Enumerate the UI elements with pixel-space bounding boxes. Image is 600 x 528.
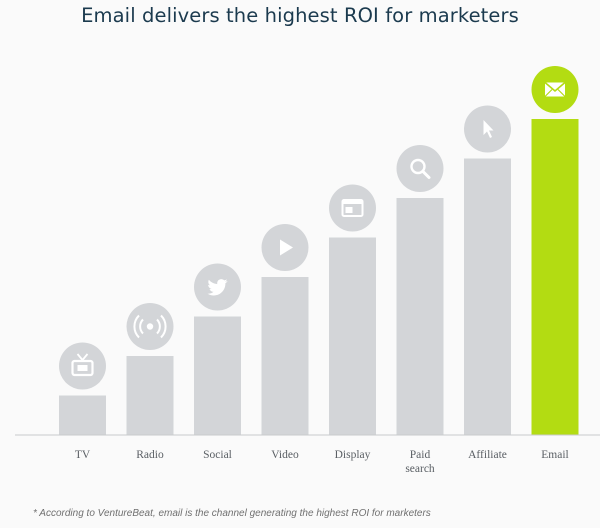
mail-icon: [531, 66, 579, 113]
category-label: Paid search: [405, 449, 435, 475]
bar-radio: [126, 356, 174, 435]
bar-email: [531, 119, 579, 435]
display-icon: [329, 184, 376, 232]
bar-social: [194, 316, 241, 435]
play-icon: [261, 224, 309, 271]
category-label: Social: [203, 449, 232, 461]
category-label: Video: [271, 449, 299, 461]
radio-icon: [126, 303, 174, 350]
tv-icon: [59, 342, 106, 390]
footnote: * According to VentureBeat, email is the…: [33, 508, 431, 519]
search-icon: [396, 145, 444, 192]
bar-display: [329, 237, 376, 435]
category-label: TV: [75, 449, 91, 461]
category-label: Radio: [136, 449, 164, 461]
bar-video: [261, 277, 309, 435]
chart-title: Email delivers the highest ROI for marke…: [81, 4, 519, 27]
bar-tv: [59, 395, 106, 435]
twitter-icon: [194, 263, 241, 311]
category-label: Affiliate: [468, 449, 507, 461]
category-label: Email: [541, 449, 568, 461]
bar-paid-search: [396, 198, 444, 435]
category-label: Display: [335, 449, 371, 461]
bar-affiliate: [464, 158, 511, 435]
cursor-icon: [464, 105, 511, 153]
